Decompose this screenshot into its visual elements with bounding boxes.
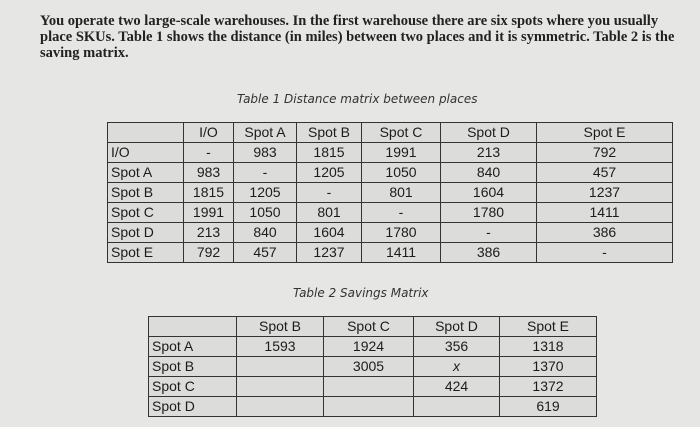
- table-cell: -: [361, 202, 441, 223]
- table2-caption: Table 2 Savings Matrix: [293, 286, 429, 300]
- column-header: Spot B: [296, 122, 362, 143]
- row-header: Spot B: [107, 182, 184, 203]
- column-header: Spot B: [236, 316, 324, 337]
- table-cell: 1815: [183, 182, 234, 203]
- column-header: I/O: [183, 122, 234, 143]
- table-cell: 1205: [296, 162, 362, 183]
- table-row: I/O -983 1815 1991 213 792: [107, 142, 673, 163]
- table-cell: x: [413, 356, 500, 377]
- column-header: Spot D: [413, 316, 500, 337]
- table-cell: 1604: [296, 222, 362, 243]
- table-row: Spot D 619: [148, 396, 597, 417]
- table1-caption: Table 1 Distance matrix between places: [237, 92, 478, 106]
- table-cell: 386: [536, 222, 673, 243]
- table-cell: [236, 396, 324, 417]
- table-cell: 1370: [499, 356, 597, 377]
- column-header: [107, 122, 184, 143]
- table-cell: 1372: [499, 376, 597, 397]
- table-row: Spot C 424 1372: [148, 376, 597, 397]
- column-header: Spot E: [499, 316, 597, 337]
- table-row: Spot B 3005 x 1370: [148, 356, 597, 377]
- column-header: Spot D: [440, 122, 537, 143]
- row-header: Spot B: [148, 356, 237, 377]
- table-cell: 3005: [323, 356, 414, 377]
- table-cell: [236, 376, 324, 397]
- row-header: I/O: [107, 142, 184, 163]
- table-cell: 1780: [440, 202, 537, 223]
- table-cell: -: [296, 182, 362, 203]
- savings-matrix-table: Spot B Spot C Spot D Spot E Spot A 1593 1924 35…: [148, 316, 597, 417]
- table-cell: 1205: [233, 182, 297, 203]
- table-cell: 386: [440, 242, 537, 263]
- table-cell: 1411: [536, 202, 673, 223]
- table-cell: 1991: [361, 142, 441, 163]
- table-cell: 1237: [296, 242, 362, 263]
- table-cell: 1411: [361, 242, 441, 263]
- table-cell: 801: [296, 202, 362, 223]
- header-row: I/O Spot A Spot B Spot C Spot D Spot E: [107, 122, 673, 143]
- table-cell: -: [183, 142, 234, 163]
- table-cell: 1237: [536, 182, 673, 203]
- row-header: Spot E: [107, 242, 184, 263]
- table-cell: 840: [440, 162, 537, 183]
- table-cell: 457: [536, 162, 673, 183]
- table-cell: -: [536, 242, 673, 263]
- table-cell: 424: [413, 376, 500, 397]
- table-cell: 840: [233, 222, 297, 243]
- table-cell: 792: [183, 242, 234, 263]
- table-cell: 1050: [361, 162, 441, 183]
- table-cell: 983: [183, 162, 234, 183]
- header-row: Spot B Spot C Spot D Spot E: [148, 316, 597, 337]
- table-cell: [236, 356, 324, 377]
- row-header: Spot D: [148, 396, 237, 417]
- row-header: Spot C: [148, 376, 237, 397]
- table-cell: 792: [536, 142, 673, 163]
- table-row: Spot A 1593 1924 356 1318: [148, 336, 597, 357]
- table-cell: -: [233, 162, 297, 183]
- column-header: [148, 316, 237, 337]
- row-header: Spot D: [107, 222, 184, 243]
- table-row: Spot A 983-1205 1050 840 457: [107, 162, 673, 183]
- table-cell: -: [440, 222, 537, 243]
- table-row: Spot D 213 840 1604 1780-386: [107, 222, 673, 243]
- column-header: Spot E: [536, 122, 673, 143]
- column-header: Spot C: [323, 316, 414, 337]
- table-cell: 801: [361, 182, 441, 203]
- table-cell: 1924: [323, 336, 414, 357]
- table-cell: [323, 396, 414, 417]
- problem-statement: You operate two large-scale warehouses. …: [40, 13, 675, 61]
- table-cell: 983: [233, 142, 297, 163]
- table-cell: 1604: [440, 182, 537, 203]
- table-cell: 356: [413, 336, 500, 357]
- table-cell: 1050: [233, 202, 297, 223]
- table-cell: [323, 376, 414, 397]
- table-cell: 457: [233, 242, 297, 263]
- table-cell: 213: [440, 142, 537, 163]
- table-cell: 1815: [296, 142, 362, 163]
- table-row: Spot E 792 457 1237 1411 386-: [107, 242, 673, 263]
- row-header: Spot A: [148, 336, 237, 357]
- row-header: Spot C: [107, 202, 184, 223]
- column-header: Spot A: [233, 122, 297, 143]
- table-cell: 1318: [499, 336, 597, 357]
- table-cell: [413, 396, 500, 417]
- table-cell: 619: [499, 396, 597, 417]
- distance-matrix-table: I/O Spot A Spot B Spot C Spot D Spot E I/O -983…: [107, 122, 673, 263]
- table-cell: 1593: [236, 336, 324, 357]
- table-row: Spot B 1815 1205-801 1604 1237: [107, 182, 673, 203]
- table-cell: 1991: [183, 202, 234, 223]
- row-header: Spot A: [107, 162, 184, 183]
- table-cell: 213: [183, 222, 234, 243]
- table-cell: 1780: [361, 222, 441, 243]
- column-header: Spot C: [361, 122, 441, 143]
- table-row: Spot C 1991 1050 801-1780 1411: [107, 202, 673, 223]
